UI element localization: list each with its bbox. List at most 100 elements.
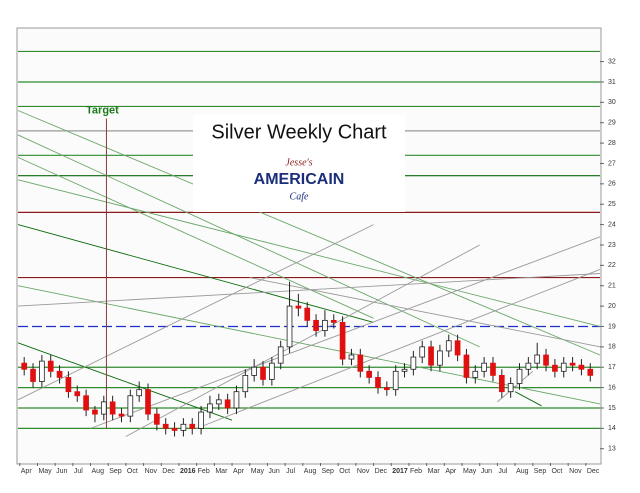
candle-body [233,391,240,409]
x-tick-label: Sep [109,468,122,475]
trend-line [497,370,534,403]
candle-body [516,368,523,384]
trend-line [125,244,480,437]
candle-body [339,322,346,360]
trend-line [17,156,374,319]
trend-line [196,269,601,429]
candle-body [313,319,319,331]
candle-body [384,387,390,391]
trend-line [514,391,542,407]
y-tick-label: 22 [608,262,616,269]
candle-body [481,362,487,372]
candle-body [251,366,257,376]
y-tick-label: 29 [608,120,616,127]
candle-body [269,362,275,380]
y-tick-label: 28 [608,140,616,147]
candle-body [507,383,514,393]
candle-body [162,423,169,429]
candle-body [498,374,505,393]
candle-body [295,305,302,309]
candle-body [410,356,417,370]
candle-body [224,399,231,409]
candle-body [30,368,36,382]
x-tick-label: Aug [92,468,105,475]
candle-body [127,395,134,417]
candle-body [445,340,452,352]
candle-body [587,368,594,376]
candle-body [419,346,426,358]
x-tick-label: Dec [162,468,175,475]
x-tick-label: Jul [498,468,507,475]
x-tick-label: May [38,468,52,475]
candle-body [189,423,196,429]
candle-body [525,362,532,370]
x-tick-label: Jul [286,468,295,475]
candle-body [100,401,107,415]
candle-body [322,319,328,331]
y-tick-label: 23 [608,242,616,249]
trend-line [17,224,374,401]
x-tick-label: Apr [21,468,33,475]
candle-body [286,305,293,348]
candle-body [375,377,381,389]
x-tick-label: Jun [481,468,492,475]
trend-line [249,277,601,348]
logo-bottom: Cafe [290,191,309,202]
candle-body [83,395,89,411]
x-tick-label: Dec [587,468,600,475]
candles [21,281,594,437]
y-tick-label: 30 [608,99,616,106]
y-tick-label: 26 [608,181,616,188]
y-tick-label: 19 [608,323,616,330]
x-tick-label: 2016 [180,468,196,475]
x-tick-label: Apr [445,468,457,475]
candle-body [145,389,151,415]
x-tick-label: Aug [304,468,317,475]
y-tick-label: 16 [608,384,616,391]
x-tick-label: Oct [551,468,562,475]
candle-body [543,354,549,366]
x-tick-label: Mar [215,468,228,475]
overlay: Silver Weekly Chart Jesse's AMERICAIN Ca… [193,115,405,212]
candle-body [277,346,284,364]
candle-body [215,399,222,405]
x-tick-label: May [251,468,265,475]
candle-body [401,368,408,372]
x-tick-label: Oct [339,468,350,475]
x-tick-label: 2017 [392,468,408,475]
candle-body [428,346,434,366]
x-tick-label: Nov [357,468,370,475]
y-tick-label: 15 [608,405,616,412]
axes: Target 13 14 15 16 17 18 19 20 21 22 23 24 25 26 27 28 29… [19,58,616,475]
y-tick-label: 14 [608,425,616,432]
candle-body [348,354,355,360]
y-tick-label: 21 [608,283,616,290]
x-tick-label: Sep [534,468,547,475]
candle-body [180,423,187,431]
y-tick-label: 24 [608,221,616,228]
x-tick-label: Feb [198,468,210,475]
y-tick-label: 13 [608,446,616,453]
candle-body [47,360,54,372]
logo-top: Jesse's [285,157,312,168]
y-tick-label: 25 [608,201,616,208]
candle-body [304,307,311,321]
x-tick-label: Nov [569,468,582,475]
x-tick-label: Oct [127,468,138,475]
candle-body [118,413,125,417]
candle-body [437,350,443,366]
x-tick-label: Mar [428,468,441,475]
trend-line [17,134,480,348]
candle-body [207,403,213,413]
x-tick-label: Dec [375,468,388,475]
candle-body [242,374,249,393]
candle-body [171,427,178,431]
candle-body [136,389,143,397]
candle-body [154,413,160,425]
trend-line [17,110,601,356]
candle-body [21,362,28,370]
candle-body [198,411,204,429]
chart-title: Silver Weekly Chart [211,121,387,143]
